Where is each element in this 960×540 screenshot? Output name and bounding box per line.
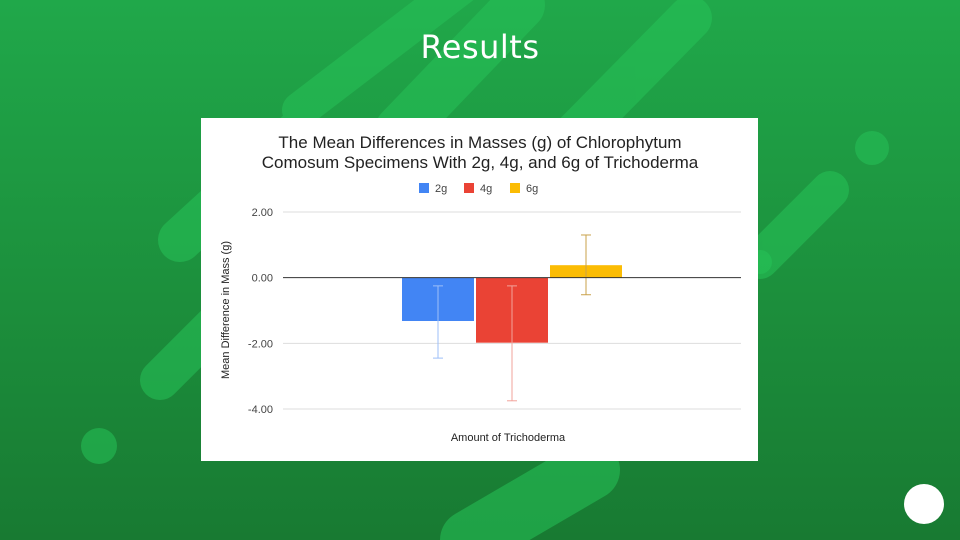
x-axis-title: Amount of Trichoderma: [451, 432, 566, 444]
error-bar-2g: [433, 285, 443, 359]
y-axis-ticks: 2.00 0.00 -2.00 -4.00: [248, 207, 273, 416]
legend-label: 4g: [480, 183, 492, 195]
error-bar-6g: [581, 234, 591, 296]
slide-title: Results: [420, 28, 540, 66]
legend-swatch: [510, 183, 520, 193]
y-axis-title: Mean Difference in Mass (g): [220, 241, 232, 379]
y-tick-label: 0.00: [252, 273, 273, 285]
y-tick-label: -4.00: [248, 404, 273, 416]
y-tick-label: 2.00: [252, 207, 273, 219]
legend-item-6g: 6g: [510, 183, 538, 195]
bar-chart: The Mean Differences in Masses (g) of Ch…: [220, 133, 741, 444]
chart-title-line-2: Comosum Specimens With 2g, 4g, and 6g of…: [262, 153, 699, 172]
legend-item-2g: 2g: [419, 183, 447, 195]
legend-swatch: [464, 183, 474, 193]
legend-item-4g: 4g: [464, 183, 492, 195]
chart-card: The Mean Differences in Masses (g) of Ch…: [201, 118, 758, 461]
legend-label: 2g: [435, 183, 447, 195]
legend: 2g 4g 6g: [419, 183, 538, 195]
error-bar-4g: [507, 285, 517, 402]
chart-title-line-1: The Mean Differences in Masses (g) of Ch…: [278, 133, 681, 152]
legend-label: 6g: [526, 183, 538, 195]
error-bars: [433, 234, 591, 402]
legend-swatch: [419, 183, 429, 193]
y-tick-label: -2.00: [248, 338, 273, 350]
next-slide-button[interactable]: [904, 484, 944, 524]
